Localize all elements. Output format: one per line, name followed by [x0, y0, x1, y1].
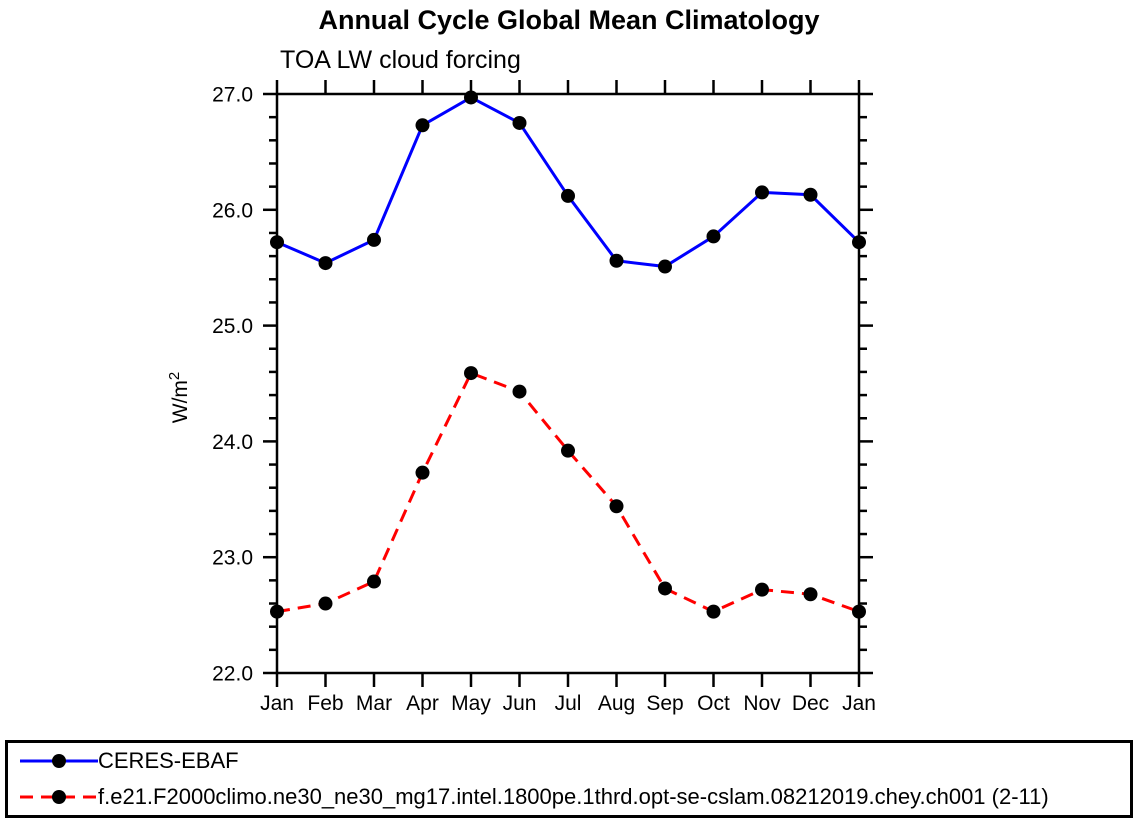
data-point-marker-0	[561, 188, 575, 203]
data-point-marker-1	[561, 443, 575, 458]
data-point-marker-1	[464, 366, 478, 381]
x-tick-label: Apr	[406, 692, 439, 715]
y-axis-unit-label: W/m2	[166, 372, 192, 424]
data-point-marker-0	[464, 90, 478, 105]
y-tick-label: 25.0	[212, 315, 253, 338]
x-tick-label: Jan	[260, 692, 294, 715]
x-tick-label: Sep	[646, 692, 683, 715]
chart-title: Annual Cycle Global Mean Climatology	[318, 5, 820, 35]
data-point-marker-1	[609, 499, 624, 514]
legend: CERES-EBAF f.e21.F2000climo.ne30_ne30_mg…	[5, 740, 1133, 818]
plot-area: 22.0 23.0 24.0 25.0 26.0 27.0 Jan Feb Mar Apr May J…	[166, 80, 876, 715]
legend-marker-icon	[52, 789, 66, 804]
data-point-marker-0	[609, 253, 624, 268]
data-point-marker-0	[318, 256, 333, 271]
series-line-1	[276, 371, 860, 614]
series-line-0	[276, 95, 861, 269]
data-point-marker-1	[318, 596, 333, 611]
data-point-marker-0	[803, 187, 818, 202]
x-tick-label: Aug	[598, 692, 635, 715]
legend-item-model: f.e21.F2000climo.ne30_ne30_mg17.intel.18…	[20, 780, 1130, 814]
data-point-marker-1	[270, 604, 284, 619]
x-tick-label: Nov	[743, 692, 781, 715]
legend-marker-icon	[52, 754, 66, 769]
data-point-marker-0	[512, 115, 527, 130]
data-point-marker-1	[755, 582, 769, 597]
y-tick-label: 26.0	[212, 199, 253, 222]
y-tick-label: 23.0	[212, 547, 253, 570]
data-point-marker-1	[658, 581, 672, 596]
x-tick-label: Feb	[307, 692, 343, 715]
data-point-marker-0	[658, 259, 672, 274]
legend-label-model: f.e21.F2000climo.ne30_ne30_mg17.intel.18…	[98, 783, 1049, 809]
data-point-marker-0	[367, 232, 381, 247]
legend-line-sample-solid	[20, 754, 98, 769]
y-tick-label: 22.0	[212, 663, 253, 686]
y-tick-label: 27.0	[212, 84, 253, 107]
legend-line-sample-dashed	[20, 789, 98, 804]
legend-item-ceres: CERES-EBAF	[20, 744, 1130, 778]
x-tick-label: Mar	[356, 692, 392, 715]
chart-subtitle: TOA LW cloud forcing	[280, 46, 521, 74]
data-point-marker-0	[755, 185, 769, 200]
data-point-marker-1	[803, 587, 818, 602]
legend-label-ceres: CERES-EBAF	[98, 748, 239, 774]
data-point-marker-1	[852, 604, 866, 619]
data-point-marker-1	[367, 574, 381, 589]
data-point-marker-0	[852, 235, 866, 250]
data-point-marker-0	[706, 229, 721, 244]
y-tick-label: 24.0	[212, 431, 253, 454]
x-tick-label: Jun	[503, 692, 537, 715]
data-point-marker-1	[512, 384, 527, 399]
data-point-marker-0	[415, 118, 430, 133]
x-tick-label: Dec	[792, 692, 829, 715]
data-point-marker-1	[415, 465, 430, 480]
data-point-marker-0	[270, 235, 284, 250]
data-point-marker-1	[706, 604, 721, 619]
x-tick-label: Oct	[697, 692, 730, 715]
x-tick-label: Jul	[555, 692, 582, 715]
x-tick-label: May	[451, 692, 491, 715]
x-tick-label: Jan	[842, 692, 876, 715]
